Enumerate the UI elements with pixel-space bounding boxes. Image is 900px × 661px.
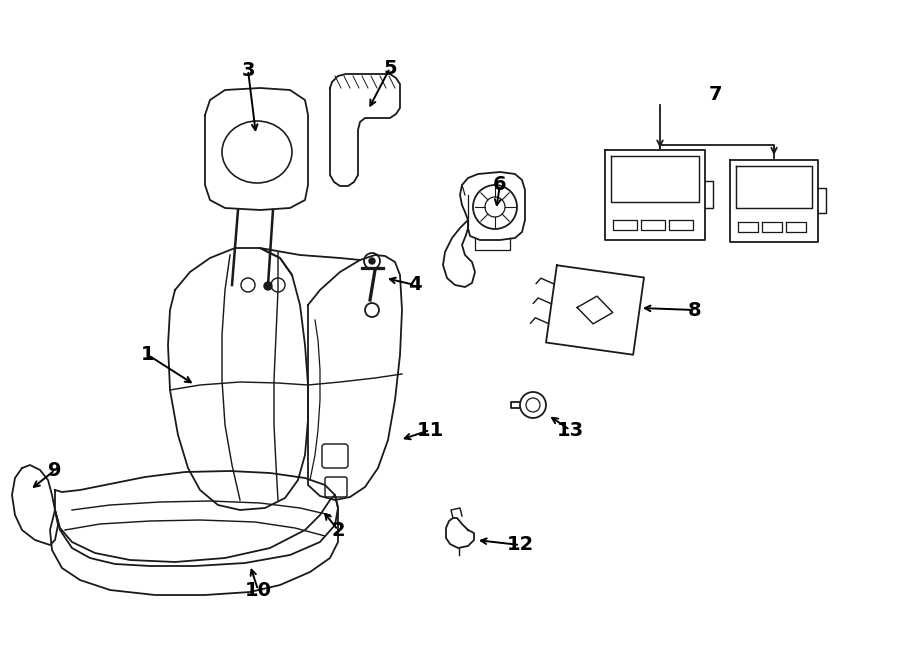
Text: 2: 2 (331, 520, 345, 539)
Text: 1: 1 (141, 346, 155, 364)
Text: 3: 3 (241, 61, 255, 79)
Text: 6: 6 (493, 176, 507, 194)
Text: 8: 8 (688, 301, 702, 319)
Text: 9: 9 (49, 461, 62, 479)
Circle shape (264, 282, 272, 290)
Text: 12: 12 (507, 535, 534, 555)
Text: 7: 7 (708, 85, 722, 104)
Circle shape (369, 258, 375, 264)
Text: 10: 10 (245, 580, 272, 600)
Text: 11: 11 (417, 420, 444, 440)
Text: 5: 5 (383, 59, 397, 77)
Text: 4: 4 (409, 276, 422, 295)
Text: 13: 13 (556, 420, 583, 440)
